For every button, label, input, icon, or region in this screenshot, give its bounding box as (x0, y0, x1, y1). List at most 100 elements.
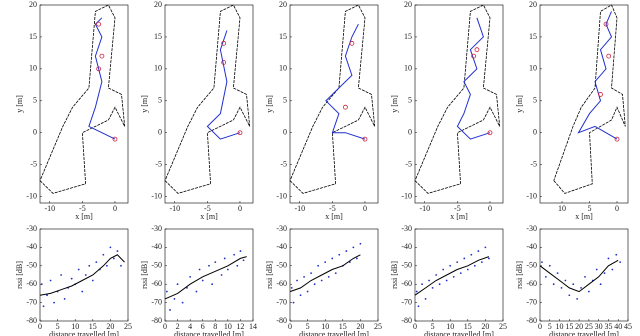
point (221, 60, 227, 65)
y-tick-label: 0 (33, 128, 37, 137)
point (176, 283, 179, 286)
point (471, 53, 477, 59)
point (598, 92, 603, 97)
point (201, 279, 204, 282)
y-tick-label: 20 (279, 0, 287, 9)
point (60, 274, 63, 276)
y-tick-label: -50 (151, 261, 162, 270)
point (223, 257, 226, 260)
point (362, 136, 368, 142)
point (116, 250, 119, 252)
point (53, 301, 55, 304)
x-axis-label: x [m] (75, 212, 93, 221)
x-tick-label: 35 (604, 322, 612, 331)
y-tick-label: -10 (401, 191, 412, 200)
point (331, 257, 334, 260)
point (480, 261, 483, 264)
point (463, 257, 466, 260)
line (289, 4, 376, 194)
point (221, 40, 227, 46)
y-tick-label: 5 (533, 96, 537, 105)
y-axis-label: rssi [dB] (390, 261, 399, 289)
point (327, 275, 330, 278)
x-tick-label: -5 (79, 204, 86, 213)
point (343, 104, 348, 110)
y-tick-label: -80 (526, 316, 537, 325)
x-tick-label: 25 (124, 322, 132, 331)
x-tick-label: 6 (201, 322, 205, 331)
point (306, 290, 309, 293)
plot-frame (39, 4, 129, 204)
point (474, 47, 480, 53)
y-tick-label: -10 (151, 191, 162, 200)
x-tick-label: 12 (236, 322, 244, 331)
x-tick-label: 5 (431, 322, 435, 331)
point (473, 264, 476, 267)
point (424, 298, 427, 300)
y-tick-label: -30 (401, 224, 412, 233)
point (552, 283, 555, 286)
point (435, 274, 438, 276)
point (113, 257, 115, 260)
point (112, 136, 118, 142)
y-tick-label: -80 (26, 316, 37, 325)
line (164, 4, 251, 194)
point (120, 264, 122, 267)
plot-frame (39, 228, 129, 322)
y-tick-label: -80 (151, 316, 162, 325)
x-tick-label: 8 (213, 322, 217, 331)
point (541, 261, 543, 264)
line (206, 30, 241, 140)
point (484, 246, 487, 249)
line (289, 254, 361, 293)
point (456, 261, 459, 264)
point (603, 21, 609, 27)
x-tick-label: -5 (329, 204, 336, 213)
point (607, 257, 610, 260)
point (165, 290, 168, 293)
y-tick-label: 0 (408, 128, 412, 137)
point (603, 272, 606, 275)
point (91, 279, 94, 282)
x-tick-label: 0 (38, 322, 42, 331)
x-tick-label: 40 (614, 322, 622, 331)
y-tick-label: 15 (279, 32, 287, 41)
point (619, 261, 622, 264)
point (584, 275, 586, 278)
y-tick-label: -5 (530, 160, 537, 169)
plot-frame (539, 4, 629, 204)
point (88, 264, 91, 267)
y-tick-label: 0 (283, 128, 287, 137)
y-axis-label: rssi [dB] (15, 261, 24, 289)
y-tick-label: 0 (158, 128, 162, 137)
x-tick-label: 0 (163, 322, 167, 331)
y-axis-label: y [m] (515, 95, 524, 113)
y-axis-label: rssi [dB] (265, 261, 274, 289)
point (352, 246, 355, 249)
x-axis-label: distance travelled [m] (549, 330, 619, 336)
x-tick-label: -10 (44, 204, 55, 213)
point (49, 279, 52, 282)
y-tick-label: -60 (26, 279, 37, 288)
y-tick-label: 10 (279, 64, 287, 73)
point (587, 290, 590, 293)
point (452, 275, 455, 278)
x-axis-label: x [m] (325, 212, 343, 221)
point (459, 272, 462, 275)
y-tick-label: -80 (401, 316, 412, 325)
point (466, 268, 469, 271)
point (236, 264, 239, 267)
point (169, 309, 171, 311)
y-tick-label: -40 (26, 242, 37, 251)
y-tick-label: 5 (408, 96, 412, 105)
x-tick-label: 5 (548, 322, 552, 331)
point (242, 259, 245, 262)
x-tick-label: 5 (56, 322, 60, 331)
line (414, 256, 490, 296)
point (173, 298, 176, 300)
y-tick-label: -40 (401, 242, 412, 251)
x-tick-label: 10 (556, 322, 564, 331)
plot-frame (539, 228, 629, 322)
x-tick-label: -10 (419, 204, 430, 213)
x-tick-label: -5 (204, 204, 211, 213)
